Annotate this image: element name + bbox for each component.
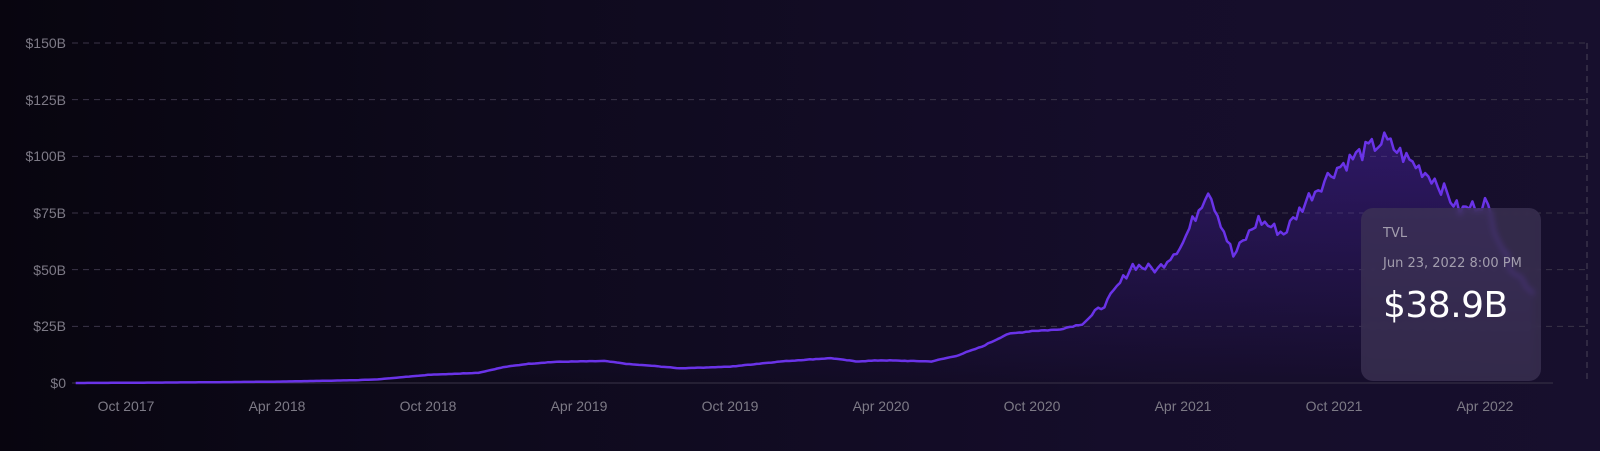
x-tick-label: Apr 2019 <box>550 398 608 414</box>
y-tick-label: $100B <box>25 148 66 165</box>
x-tick-label: Oct 2019 <box>701 398 759 414</box>
x-tick-label: Oct 2017 <box>97 398 155 414</box>
x-tick-label: Apr 2021 <box>1154 398 1212 414</box>
tooltip-value: $38.9B <box>1383 285 1508 326</box>
y-tick-label: $0 <box>50 375 66 391</box>
y-tick-label: $75B <box>33 205 66 221</box>
x-tick-label: Apr 2020 <box>852 398 910 414</box>
tvl-line <box>75 131 1535 385</box>
x-tick-label: Apr 2018 <box>248 398 306 414</box>
tooltip-date: Jun 23, 2022 8:00 PM <box>1383 256 1522 271</box>
y-tick-label: $125B <box>25 91 66 108</box>
tvl-area-fill <box>75 132 1534 383</box>
y-tick-label: $50B <box>33 261 66 278</box>
x-tick-label: Oct 2018 <box>399 398 457 414</box>
y-tick-label: $25B <box>33 318 66 335</box>
x-tick-label: Oct 2020 <box>1003 398 1061 414</box>
tooltip: TVL Jun 23, 2022 8:00 PM $38.9B <box>1361 208 1541 381</box>
x-tick-label: Oct 2021 <box>1305 398 1363 414</box>
tooltip-series-label: TVL <box>1383 226 1408 241</box>
y-tick-label: $150B <box>25 35 66 51</box>
x-tick-label: Apr 2022 <box>1456 398 1514 414</box>
